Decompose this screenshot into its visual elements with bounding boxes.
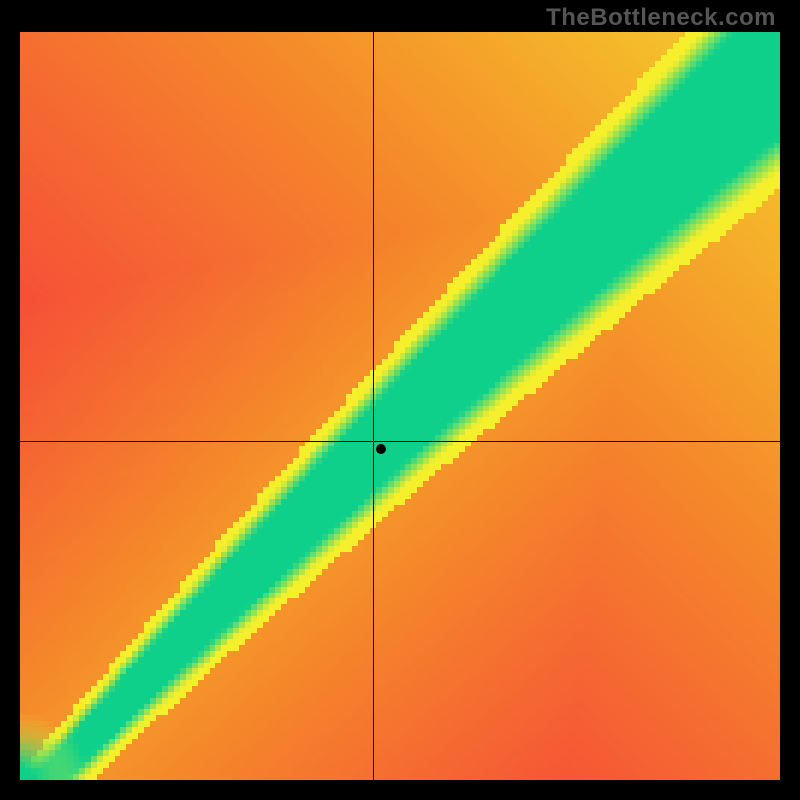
plot-frame <box>20 32 780 780</box>
heatmap-canvas <box>20 32 780 780</box>
data-point-marker <box>376 444 386 454</box>
crosshair-vertical <box>373 32 374 780</box>
figure-container: TheBottleneck.com <box>0 0 800 800</box>
watermark-text: TheBottleneck.com <box>546 4 776 32</box>
crosshair-horizontal <box>20 441 780 442</box>
